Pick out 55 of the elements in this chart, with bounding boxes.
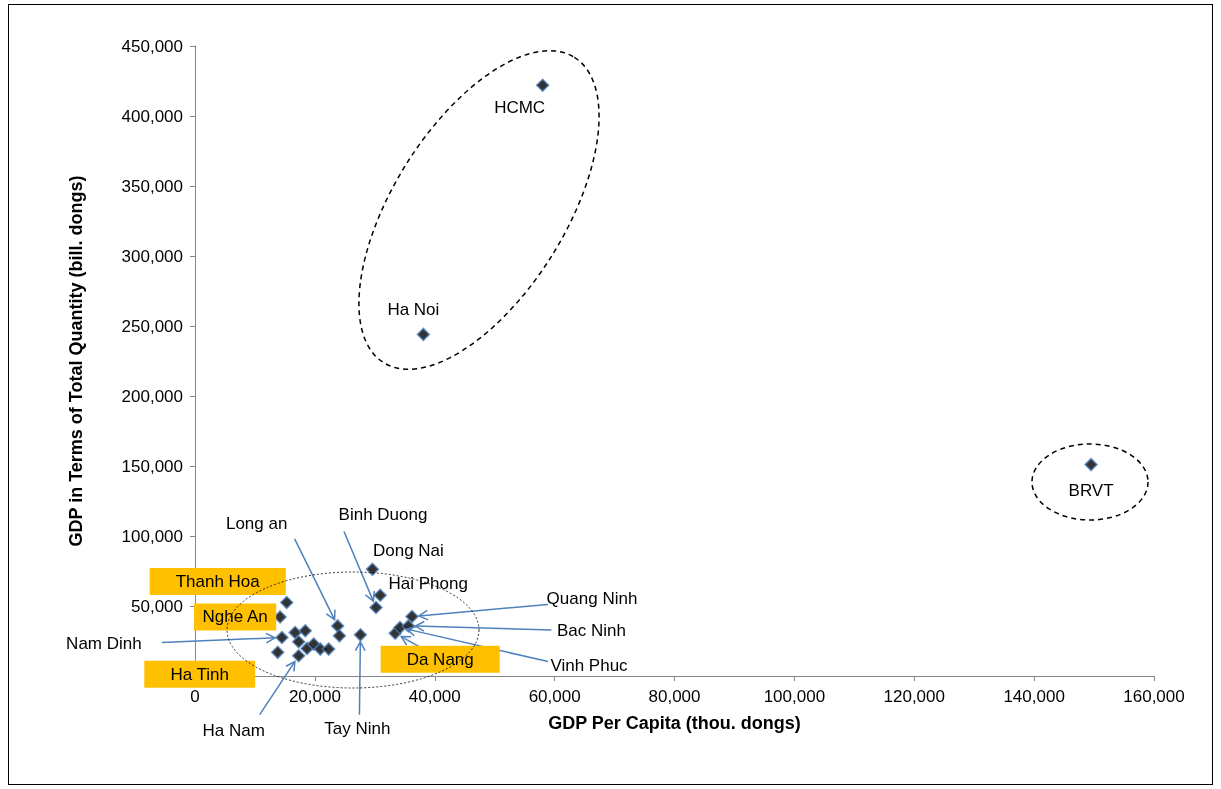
x-tick-label: 120,000 <box>883 687 945 706</box>
point <box>279 595 294 610</box>
point <box>321 642 336 656</box>
x-tick-label: 20,000 <box>288 687 341 706</box>
y-axis-title: GDP in Terms of Total Quantity (bill. dongs) <box>66 175 86 547</box>
point <box>353 628 368 642</box>
point <box>1084 457 1098 472</box>
annotation: Vinh Phuc <box>550 656 629 676</box>
annotation: Nghe An <box>202 607 268 627</box>
annotation: Thanh Hoa <box>175 572 261 591</box>
annotation: Hai Phong <box>388 573 468 593</box>
y-tick-label: 150,000 <box>121 456 183 476</box>
annotation: Ha Noi <box>387 299 440 319</box>
annotation: Ha Tinh <box>170 664 230 684</box>
point <box>365 562 380 577</box>
point <box>291 648 306 663</box>
point <box>291 634 306 649</box>
annotation: HCMC <box>494 97 546 117</box>
point <box>373 588 387 602</box>
x-tick-label: 140,000 <box>1003 687 1065 706</box>
point <box>298 624 313 638</box>
point <box>369 600 383 615</box>
x-tick-label: 80,000 <box>648 687 701 706</box>
point <box>535 78 550 92</box>
x-tick-label: 100,000 <box>763 687 826 706</box>
annotation: Bac Ninh <box>556 621 626 641</box>
x-axis-title: GDP Per Capita (thou. dongs) <box>548 713 801 733</box>
x-tick-label: 40,000 <box>408 687 461 706</box>
annotation: Tay Ninh <box>324 719 391 739</box>
annotation: Ha Nam <box>202 721 265 741</box>
y-tick-label: 400,000 <box>121 106 183 126</box>
x-tick-label: 60,000 <box>528 687 581 706</box>
annotation: Nam Dinh <box>66 634 142 653</box>
y-tick-label: 100,000 <box>121 526 183 546</box>
y-tick-label: 50,000 <box>131 596 183 616</box>
y-tick-label: 450,000 <box>121 36 183 56</box>
annotation: Dong Nai <box>372 540 444 560</box>
y-tick-label: 300,000 <box>121 246 183 266</box>
point <box>275 630 289 645</box>
annotation: Long an <box>225 514 288 534</box>
annotation: Binh Duong <box>338 505 428 525</box>
y-tick-label: 350,000 <box>121 176 183 196</box>
annotation: Da Nang <box>406 649 474 669</box>
point <box>332 629 347 643</box>
y-tick-label: 200,000 <box>121 386 183 406</box>
x-tick-label: 0 <box>190 687 200 706</box>
annotation: Quang Ninh <box>546 589 638 608</box>
point <box>270 645 285 660</box>
y-tick-label: 250,000 <box>121 316 183 336</box>
point <box>416 327 431 342</box>
point <box>288 625 302 640</box>
x-tick-label: 160,000 <box>1123 687 1185 706</box>
point <box>330 619 345 633</box>
point <box>405 609 419 624</box>
annotation: BRVT <box>1068 481 1114 501</box>
